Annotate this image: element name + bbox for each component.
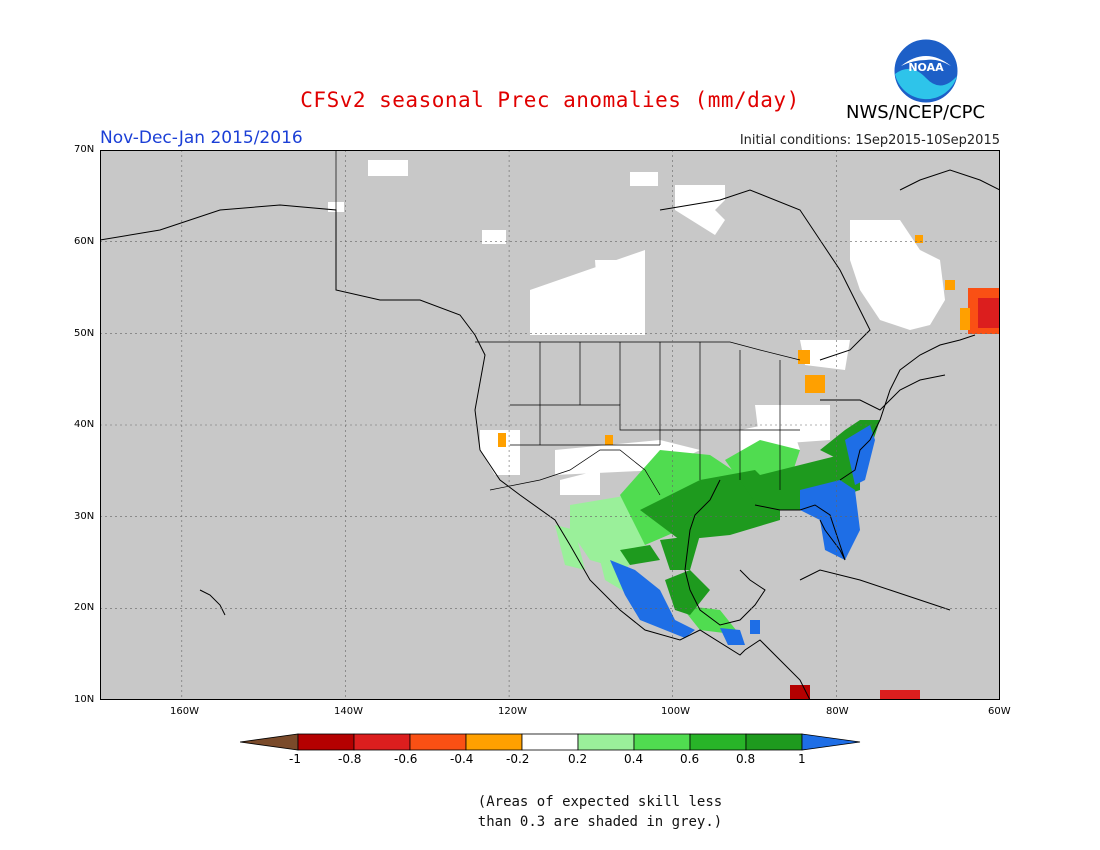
legend-swatch-pos04 [633, 733, 691, 751]
legend-tick-pos04: 0.4 [624, 752, 644, 766]
legend-swatch-below-neg1 [240, 733, 299, 751]
agency-label: NWS/NCEP/CPC [846, 102, 986, 123]
season-label: Nov-Dec-Jan 2015/2016 [100, 128, 303, 148]
lat-label-20n: 20N [74, 602, 95, 613]
dry-anomaly-regions [498, 235, 1000, 700]
logo-text: NOAA [908, 61, 944, 74]
legend-tick-pos08: 0.8 [736, 752, 756, 766]
map-title: CFSv2 seasonal Prec anomalies (mm/day) [300, 88, 800, 112]
legend-tick-neg04: -0.4 [450, 752, 474, 766]
legend-tick-neg08: -0.8 [338, 752, 362, 766]
legend-swatch-above-1 [801, 733, 861, 751]
legend-tick-neg06: -0.6 [394, 752, 418, 766]
lat-label-60n: 60N [74, 236, 95, 247]
lat-label-50n: 50N [74, 328, 95, 339]
legend-tick-pos02: 0.2 [568, 752, 588, 766]
political-borders [335, 150, 801, 496]
footnote-line-2: than 0.3 are shaded in grey.) [477, 814, 723, 830]
skill-footnote: (Areas of expected skill less than 0.3 a… [450, 792, 750, 832]
lon-label-60w: 60W [988, 706, 1011, 717]
legend-swatch-pos08 [745, 733, 803, 751]
graticule [100, 150, 1000, 700]
lat-label-40n: 40N [74, 419, 95, 430]
anomaly-map [100, 150, 1000, 700]
legend-swatch-pos02 [577, 733, 635, 751]
legend-swatch-neutral [521, 733, 579, 751]
noaa-logo-icon: NOAA [893, 38, 959, 104]
legend-swatch-neg04 [409, 733, 467, 751]
color-legend [240, 733, 861, 751]
legend-tick-pos1: 1 [798, 752, 806, 766]
legend-tick-neg1: -1 [289, 752, 301, 766]
white-anomaly-regions [328, 160, 945, 495]
lon-label-80w: 80W [826, 706, 849, 717]
footnote-line-1: (Areas of expected skill less [477, 794, 723, 810]
legend-tick-neg02: -0.2 [506, 752, 530, 766]
lat-label-30n: 30N [74, 511, 95, 522]
legend-tick-pos06: 0.6 [680, 752, 700, 766]
strong-wet-regions [620, 420, 880, 615]
very-wet-regions [610, 425, 875, 645]
initial-conditions-label: Initial conditions: 1Sep2015-10Sep2015 [739, 133, 1000, 148]
lon-label-140w: 140W [334, 706, 363, 717]
lat-label-10n: 10N [74, 694, 95, 705]
lon-label-100w: 100W [661, 706, 690, 717]
lon-label-160w: 160W [170, 706, 199, 717]
legend-swatch-neg08 [297, 733, 355, 751]
lon-label-120w: 120W [498, 706, 527, 717]
legend-swatch-neg06 [353, 733, 411, 751]
legend-swatch-neg02 [465, 733, 523, 751]
legend-swatch-pos06 [689, 733, 747, 751]
lat-label-70n: 70N [74, 144, 95, 155]
